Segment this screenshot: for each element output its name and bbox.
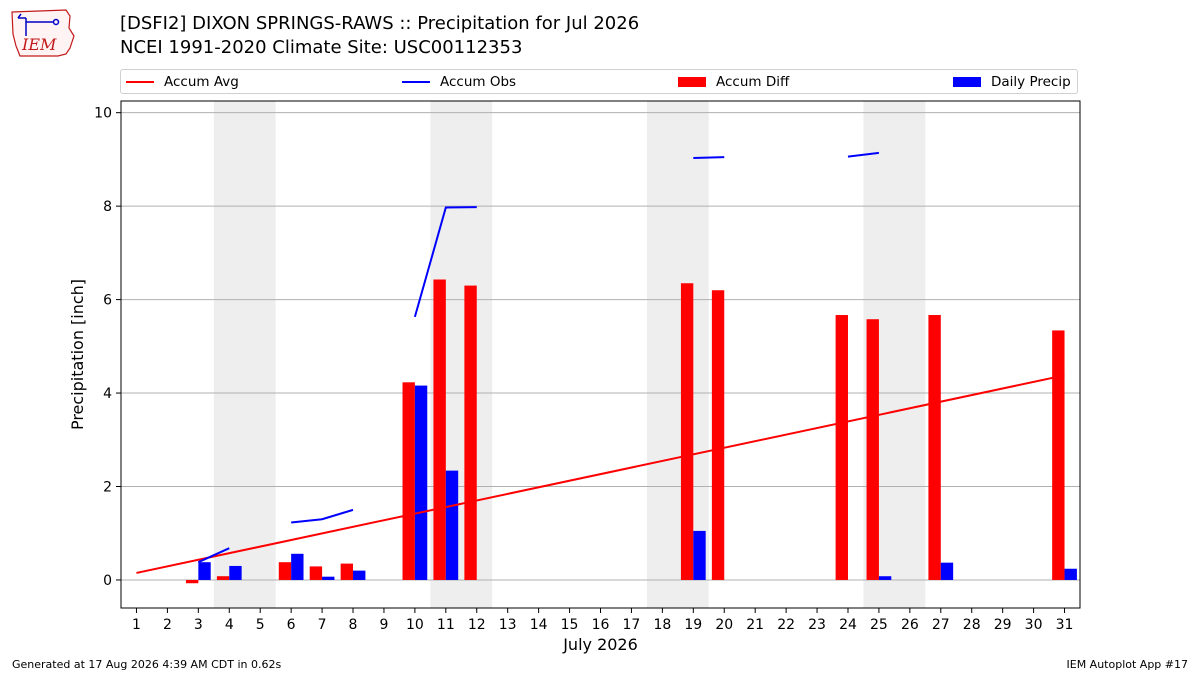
- legend-swatch-accum-avg: [126, 81, 154, 83]
- x-tick-label-8: 8: [349, 617, 358, 633]
- x-tick-label-31: 31: [1056, 617, 1074, 633]
- legend-label-accum-avg: Accum Avg: [164, 74, 239, 90]
- bar-accum-diff-day-31: [1052, 330, 1065, 580]
- x-tick-label-9: 9: [379, 617, 388, 633]
- bar-daily-precip-day-7: [322, 576, 335, 580]
- footer-app: IEM Autoplot App #17: [1066, 658, 1189, 671]
- x-tick-label-14: 14: [530, 617, 548, 633]
- x-tick-label-2: 2: [163, 617, 172, 633]
- x-tick-label-25: 25: [870, 617, 888, 633]
- x-tick-label-6: 6: [287, 617, 296, 633]
- bar-accum-diff-day-7: [309, 566, 323, 580]
- legend-label-daily-precip: Daily Precip: [991, 74, 1071, 90]
- line-accum-obs-segment-1: [291, 508, 354, 524]
- bar-accum-diff-day-10: [402, 382, 415, 580]
- line-accum-avg: [136, 374, 1065, 574]
- x-tick-label-28: 28: [963, 617, 981, 633]
- iem-logo: IEM: [8, 6, 78, 62]
- x-tick-label-18: 18: [653, 617, 671, 633]
- x-tick-label-23: 23: [808, 617, 826, 633]
- legend-label-accum-obs: Accum Obs: [440, 74, 517, 90]
- bar-accum-diff-day-25: [866, 319, 879, 580]
- x-tick-label-5: 5: [256, 617, 265, 633]
- x-tick-label-16: 16: [592, 617, 610, 633]
- x-tick-label-7: 7: [318, 617, 327, 633]
- x-tick-label-20: 20: [715, 617, 733, 633]
- bar-accum-diff-day-19: [680, 283, 694, 580]
- bar-daily-precip-day-11: [445, 470, 459, 580]
- legend-item-accum-obs: Accum Obs: [402, 73, 516, 91]
- x-tick-label-4: 4: [225, 617, 234, 633]
- bar-daily-precip-day-27: [940, 562, 954, 580]
- y-tick-label-2: 2: [103, 480, 112, 496]
- legend-swatch-accum-obs: [402, 81, 430, 83]
- bar-daily-precip-day-25: [878, 576, 892, 580]
- line-accum-obs-segment-3: [693, 156, 725, 160]
- x-tick-label-15: 15: [561, 617, 579, 633]
- line-accum-obs-segment-2: [413, 206, 477, 318]
- x-tick-label-12: 12: [468, 617, 486, 633]
- footer-generated: Generated at 17 Aug 2026 4:39 AM CDT in …: [12, 658, 282, 671]
- bar-daily-precip-day-3: [198, 562, 211, 580]
- weekend-shade-2: [646, 101, 709, 608]
- x-tick-label-17: 17: [623, 617, 641, 633]
- x-tick-label-13: 13: [499, 617, 517, 633]
- legend-swatch-daily-precip: [953, 77, 981, 87]
- bar-accum-diff-day-24: [835, 315, 848, 580]
- bar-daily-precip-day-19: [693, 530, 706, 580]
- x-tick-label-11: 11: [437, 617, 455, 633]
- y-tick-label-4: 4: [103, 386, 112, 402]
- line-accum-obs-segment-0: [197, 547, 230, 564]
- legend-item-accum-diff: Accum Diff: [678, 73, 789, 91]
- y-axis-label: Precipitation [inch]: [68, 279, 87, 430]
- bar-daily-precip-day-8: [353, 570, 366, 580]
- x-tick-label-22: 22: [777, 617, 795, 633]
- y-tick-label-10: 10: [94, 106, 112, 122]
- x-tick-label-24: 24: [839, 617, 857, 633]
- bar-accum-diff-day-4: [216, 576, 230, 580]
- chart-legend: Accum Avg Accum Obs Accum Diff Daily Pre…: [120, 69, 1078, 94]
- chart-subtitle: NCEI 1991-2020 Climate Site: USC00112353: [120, 37, 523, 58]
- legend-item-daily-precip: Daily Precip: [953, 73, 1071, 91]
- bar-accum-diff-day-12: [464, 285, 477, 580]
- bar-daily-precip-day-4: [229, 565, 242, 580]
- y-tick-label-6: 6: [103, 293, 112, 309]
- bar-accum-diff-day-20: [711, 290, 725, 580]
- x-tick-label-30: 30: [1025, 617, 1043, 633]
- bar-accum-diff-day-8: [340, 563, 354, 580]
- bar-accum-diff-day-27: [928, 315, 941, 580]
- legend-item-accum-avg: Accum Avg: [126, 73, 239, 91]
- x-axis-label: July 2026: [562, 635, 638, 654]
- x-tick-label-26: 26: [901, 617, 919, 633]
- x-tick-label-3: 3: [194, 617, 203, 633]
- x-tick-label-27: 27: [932, 617, 950, 633]
- bar-daily-precip-day-31: [1064, 568, 1077, 580]
- bar-daily-precip-day-6: [291, 553, 304, 580]
- line-accum-obs-segment-4: [847, 151, 880, 158]
- bar-daily-precip-day-10: [414, 385, 428, 580]
- y-tick-label-8: 8: [103, 199, 112, 215]
- logo-text: IEM: [21, 35, 57, 54]
- bar-accum-diff-day-11: [433, 279, 446, 580]
- x-tick-label-19: 19: [684, 617, 702, 633]
- bar-accum-diff-day-3: [185, 579, 199, 584]
- x-tick-label-10: 10: [406, 617, 424, 633]
- x-tick-label-1: 1: [132, 617, 141, 633]
- weather-station-icon: [17, 13, 60, 36]
- y-tick-label-0: 0: [103, 573, 112, 589]
- chart-title: [DSFI2] DIXON SPRINGS-RAWS :: Precipitat…: [120, 13, 640, 34]
- legend-label-accum-diff: Accum Diff: [716, 74, 790, 90]
- x-tick-label-21: 21: [746, 617, 764, 633]
- x-tick-label-29: 29: [994, 617, 1012, 633]
- legend-swatch-accum-diff: [678, 77, 706, 87]
- iem-logo-graphic: IEM: [11, 9, 75, 57]
- bar-accum-diff-day-6: [278, 562, 292, 580]
- weekend-shade-0: [213, 101, 276, 608]
